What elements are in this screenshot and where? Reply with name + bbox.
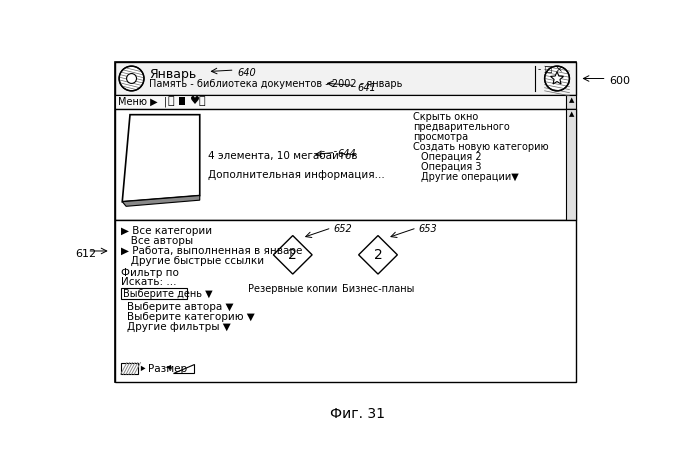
Circle shape [119,66,144,91]
Text: Другие фильтры ▼: Другие фильтры ▼ [127,322,231,332]
Text: Выберите автора ▼: Выберите автора ▼ [127,302,233,312]
Bar [121,288,187,299]
Text: Бизнес-планы: Бизнес-планы [342,284,415,294]
Text: 2: 2 [374,248,382,262]
Text: 🔔: 🔔 [167,96,174,106]
Text: просмотра: просмотра [413,132,468,142]
Text: Скрыть окно: Скрыть окно [413,112,478,122]
Polygon shape [166,365,171,370]
Text: Фильтр по: Фильтр по [121,268,178,278]
Polygon shape [359,235,397,274]
Text: ▲: ▲ [569,111,574,117]
Text: Создать новую категорию: Создать новую категорию [413,142,549,153]
Bar [115,109,575,220]
Text: Все авторы: Все авторы [121,236,193,246]
Text: предварительного: предварительного [413,122,510,132]
Text: ▲: ▲ [569,97,574,103]
Text: - □ ×: - □ × [538,66,563,74]
Text: 644: 644 [338,149,356,159]
Text: Фиг. 31: Фиг. 31 [331,407,385,421]
Polygon shape [551,72,563,84]
Polygon shape [173,364,194,373]
Text: Выберите категорию ▼: Выберите категорию ▼ [127,312,254,322]
Text: 600: 600 [609,76,630,86]
Text: 640: 640 [237,68,256,78]
Text: 612: 612 [75,249,97,259]
Bar [115,62,575,95]
Bar [115,95,575,109]
Text: Январь: Январь [150,68,196,80]
Text: 4 элемента, 10 мегабайтов: 4 элемента, 10 мегабайтов [208,151,357,161]
Text: Другие быстрые ссылки: Другие быстрые ссылки [121,256,264,266]
Polygon shape [141,366,145,371]
Text: Размер: Размер [147,364,187,374]
Bar [566,109,575,220]
Text: ▶ Работа, выполненная в январе: ▶ Работа, выполненная в январе [121,246,302,256]
Bar [179,97,185,105]
Text: 653: 653 [418,224,437,234]
Text: Выберите день ▼: Выберите день ▼ [123,290,212,300]
Circle shape [127,73,136,83]
Text: Искать: ...: Искать: ... [121,277,176,287]
Text: 652: 652 [333,224,352,234]
Polygon shape [273,235,312,274]
Bar [566,95,575,109]
Polygon shape [122,196,200,206]
Text: Дополнительная информация...: Дополнительная информация... [208,170,384,180]
Text: 2: 2 [289,248,297,262]
Text: 641: 641 [357,83,376,93]
Text: Меню ▶  |: Меню ▶ | [118,97,168,108]
Text: Память - библиотека документов - 2002 - январь: Память - библиотека документов - 2002 - … [150,79,403,89]
Text: ♥: ♥ [189,96,200,106]
Text: Операция 3: Операция 3 [421,162,481,172]
Bar [121,363,138,374]
Text: ▶ Все категории: ▶ Все категории [121,227,212,236]
Text: 🌐: 🌐 [199,96,206,106]
Bar [115,220,575,382]
Polygon shape [122,115,200,202]
Circle shape [545,66,570,91]
Bar [115,62,575,382]
Text: Резервные копии: Резервные копии [248,284,338,294]
Text: Операция 2: Операция 2 [421,153,481,162]
Text: Другие операции▼: Другие операции▼ [421,172,519,183]
